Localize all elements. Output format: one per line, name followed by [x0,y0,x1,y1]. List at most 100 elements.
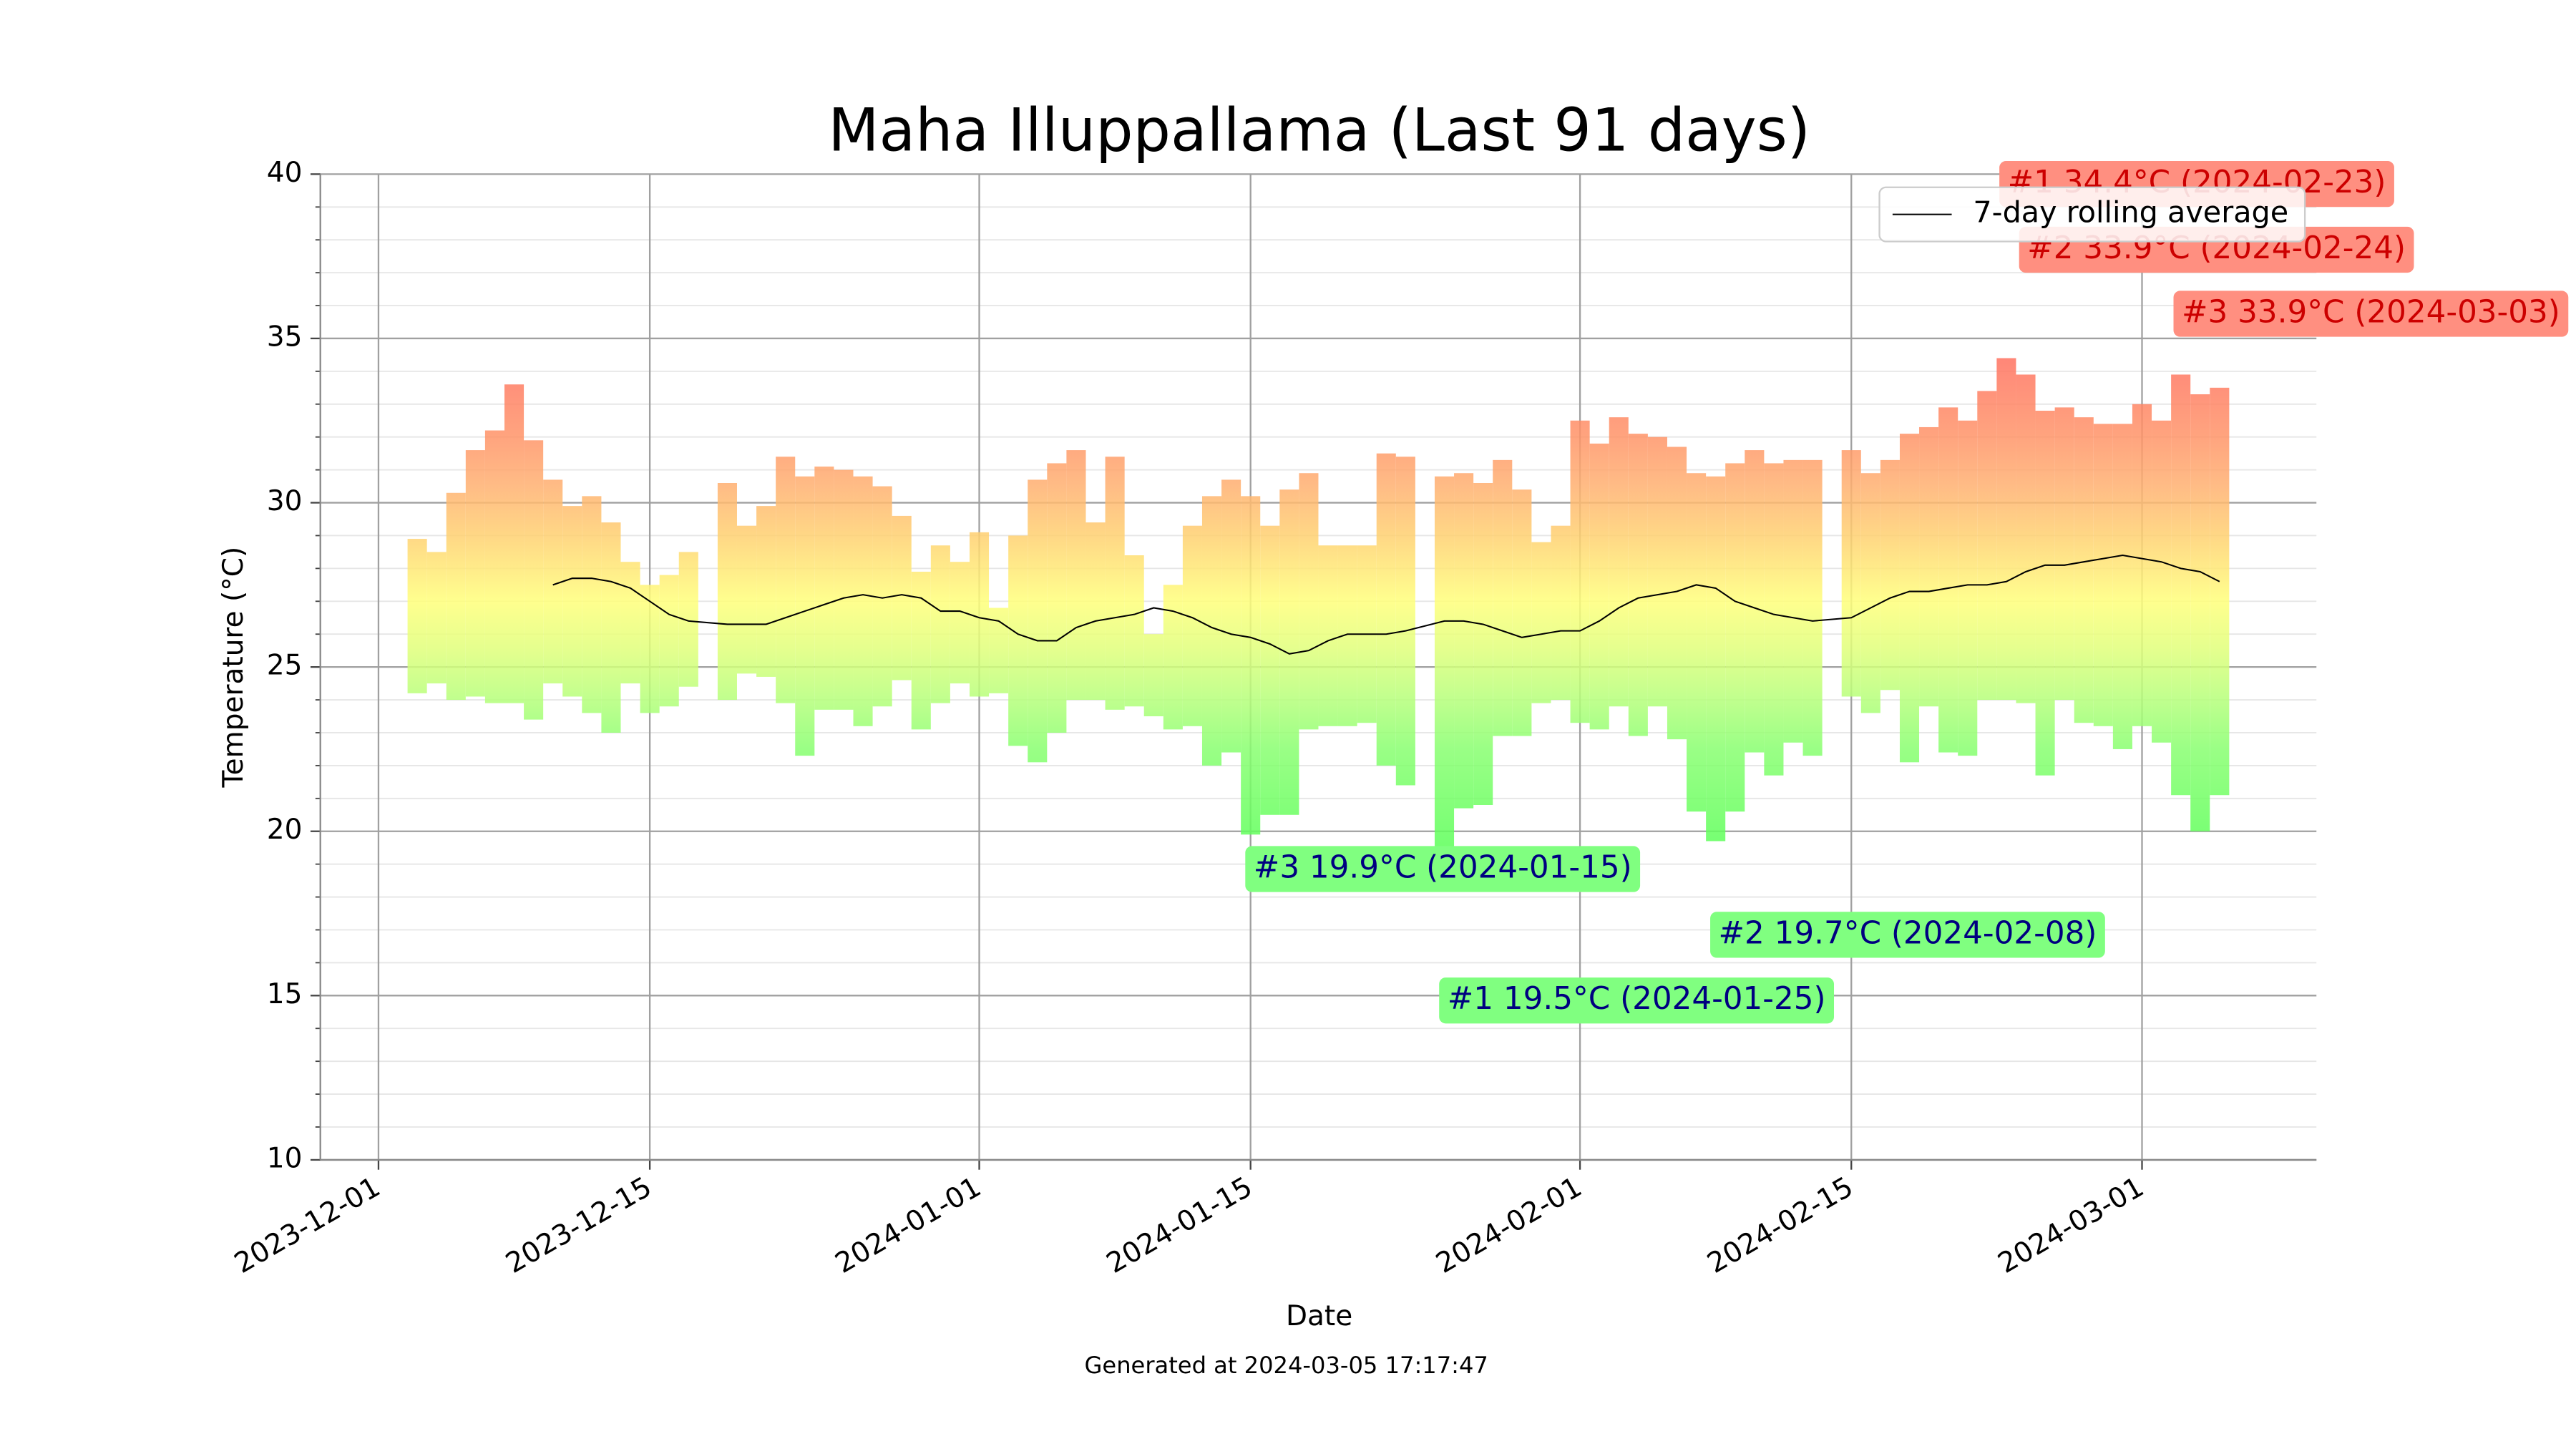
temp-range-bar [756,506,776,677]
temp-range-bar [989,608,1009,693]
temp-range-bar [1687,473,1707,812]
legend-box [1878,186,2306,243]
x-axis-label: Date [1286,1300,1352,1332]
x-tick-label: 2024-03-01 [1993,1171,2150,1279]
temp-range-bar [1143,634,1163,717]
temp-range-bar [736,525,757,674]
temp-range-bar [1706,476,1726,841]
temp-range-bar [504,384,525,703]
temp-range-bar [620,562,640,684]
temp-range-bar [1201,496,1222,766]
temp-range-bar [2054,407,2074,701]
temp-range-bar [1395,457,1415,786]
y-axis-label: Temperature (°C) [218,547,250,789]
legend: 7-day rolling average [1878,186,2306,243]
y-tick-label: 20 [267,814,303,846]
temp-range-bar [446,492,466,701]
temp-range-bar [601,522,621,733]
temp-range-bar [2093,424,2113,726]
rolling-average-line [552,554,2220,655]
x-tick-label: 2023-12-15 [500,1171,657,1279]
temp-range-bar [1958,420,1978,756]
temp-range-bar [1085,522,1106,701]
temp-range-bar [1725,463,1745,812]
temp-range-bar [930,545,950,703]
temp-range-bar [2190,394,2210,831]
temp-range-bar [1376,453,1396,766]
temp-range-bar [1919,426,1939,707]
temp-range-bar [1783,459,1803,743]
temp-range-bar [1454,473,1474,809]
temp-range-bar [1802,459,1823,756]
temp-range-bar [1996,358,2016,701]
temp-range-bar [1512,489,1532,736]
annotation-box [1245,846,1641,892]
annotation-box [1710,912,2105,958]
temp-range-bar [1841,450,1861,697]
annotation-text: #1 19.5°C (2024-01-25) [1448,981,1826,1017]
temp-range-bar [407,539,427,693]
temp-range-bar [543,479,563,684]
temp-range-bar [640,585,660,713]
temp-range-bar [1628,434,1648,736]
temp-range-bar [1182,525,1202,726]
temp-range-bar [853,476,873,726]
annotation-text: #2 19.7°C (2024-02-08) [1719,915,2097,951]
y-tick-label: 10 [267,1142,303,1174]
temp-range-bar [1241,496,1261,835]
temp-range-bar [1260,525,1280,815]
x-tick-label: 2024-01-15 [1101,1171,1258,1279]
annotation-box [1439,977,1835,1024]
bars [407,358,2230,848]
y-tick-label: 25 [267,650,303,682]
temp-range-bar [1880,459,1900,691]
annotation-box [2173,291,2569,337]
annotation-text: #3 33.9°C (2024-03-03) [2182,295,2560,331]
y-tick-label: 40 [267,157,303,189]
chart-title: Maha Illuppallama (Last 91 days) [828,97,1810,165]
temp-range-bar [2074,417,2094,723]
temp-range-bar [465,450,485,697]
temp-range-bar [1609,417,1629,707]
temp-range-bar [776,457,796,703]
annotation-text: #3 19.9°C (2024-01-15) [1254,850,1632,886]
legend-label: 7-day rolling average [1973,195,2288,230]
temp-range-bar [2210,387,2230,796]
temp-range-bar [1124,555,1144,707]
temp-range-bar [814,467,834,710]
temp-range-bar [1860,473,1880,713]
y-tick-label: 30 [267,485,303,517]
temp-range-bar [1551,525,1571,701]
temp-range-bar [834,469,854,710]
temp-range-bar [524,440,544,720]
temp-range-bar [2171,374,2191,796]
temp-range-bar [1899,434,1920,763]
temp-range-bar [1764,463,1784,776]
temp-range-bar [1318,545,1338,726]
temp-range-bar [717,483,737,701]
temp-range-bar [2112,424,2132,749]
temp-range-bar [892,515,912,680]
temp-range-bar [1299,473,1319,730]
temp-range-bar [1977,391,1997,701]
temp-range-bar [1008,535,1028,746]
temp-range-bar [1531,542,1551,703]
y-tick-label: 35 [267,321,303,353]
temp-range-bar [1066,450,1086,701]
x-tick-label: 2023-12-01 [229,1171,386,1279]
temp-range-bar [2016,374,2036,703]
temp-range-bar [1047,463,1067,733]
temp-range-bar [1105,457,1125,710]
temp-range-bar [1434,476,1455,848]
temp-range-bar [950,562,970,684]
temp-range-bar [1493,459,1513,736]
x-tick-label: 2024-02-01 [1430,1171,1587,1279]
temp-range-bar [1589,443,1609,730]
temp-range-bar [1473,483,1493,805]
temp-range-bar [795,476,815,756]
y-tick-label: 15 [267,978,303,1010]
x-tick-label: 2024-01-01 [830,1171,987,1279]
temp-range-bar [1938,407,1958,753]
